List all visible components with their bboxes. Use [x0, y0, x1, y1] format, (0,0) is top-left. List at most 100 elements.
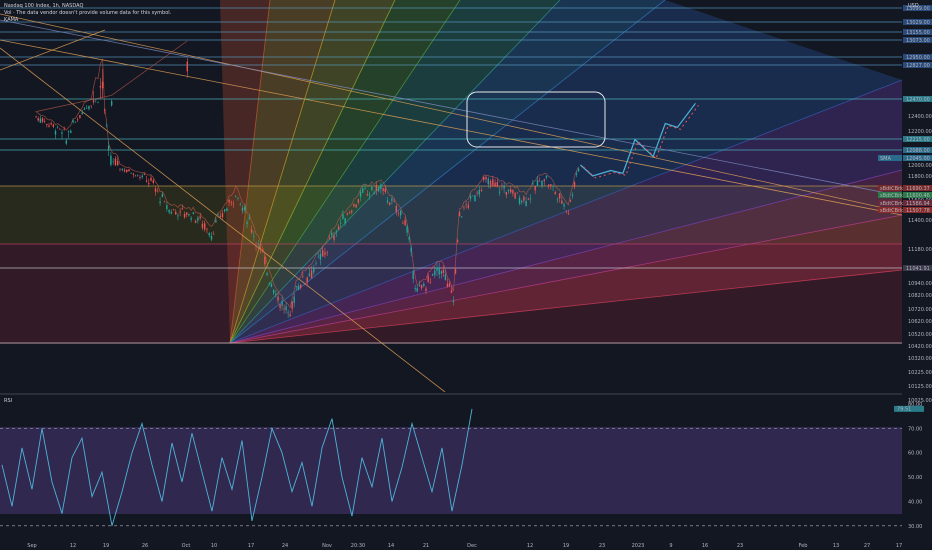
candle-body	[61, 132, 63, 134]
candle-body	[110, 155, 112, 165]
time-tick-label: 23	[599, 543, 605, 549]
candle-body	[134, 175, 137, 177]
candle-body	[317, 256, 319, 258]
price-tag-value: 13099.00	[906, 6, 930, 12]
candle-body	[46, 124, 48, 126]
currency-label: USD	[908, 3, 919, 9]
price-tag-value: 12215.00	[906, 137, 930, 143]
projection-line	[580, 102, 696, 177]
price-tag-bg	[903, 265, 932, 271]
candle-body	[326, 252, 328, 253]
candle-body	[476, 192, 478, 194]
candle-body	[190, 218, 192, 220]
candle-body	[266, 273, 268, 276]
candle-body	[39, 118, 42, 123]
price-tick-label: 11180.00	[908, 247, 932, 253]
time-tick-label: 19	[103, 543, 109, 549]
candle-body	[532, 183, 534, 185]
candle-body	[297, 286, 300, 291]
candle-body	[340, 223, 342, 224]
price-tag-bg	[903, 37, 932, 43]
candle-body	[446, 283, 449, 287]
candle-body	[393, 201, 395, 202]
candle-body	[76, 119, 79, 121]
candle-body	[474, 195, 476, 202]
time-tick-label: Oct	[182, 543, 191, 549]
candle-body	[512, 190, 514, 194]
candle-body	[404, 220, 406, 226]
candle-body	[567, 213, 570, 214]
fan-sector	[230, 215, 902, 343]
candle-body	[425, 288, 427, 291]
candle-body	[521, 200, 523, 203]
rsi-tick-label: 80.00	[908, 402, 922, 408]
candle-body	[440, 271, 443, 274]
candle-body	[416, 288, 418, 292]
candle-body	[99, 86, 102, 88]
candle-body	[224, 209, 226, 212]
price-tick-label: 11400.00	[908, 218, 932, 224]
time-tick-label: 12	[527, 543, 533, 549]
candle-body	[293, 296, 295, 303]
candle-body	[95, 99, 97, 100]
candle-body	[507, 189, 510, 192]
candle-body	[543, 179, 545, 182]
time-tick-label: 14	[388, 543, 394, 549]
candle-body	[514, 193, 516, 199]
candle-body	[128, 169, 130, 171]
candle-body	[103, 109, 106, 111]
time-tick-label: 16	[702, 543, 708, 549]
candle-body	[281, 300, 283, 306]
candle-body	[157, 190, 159, 192]
candle-body	[380, 184, 382, 189]
candle-body	[366, 194, 368, 196]
price-tick-label: 10025.00	[908, 398, 932, 404]
candle-body	[561, 200, 563, 204]
candle-body	[70, 130, 72, 133]
candle-body	[463, 206, 465, 208]
candle-body	[375, 184, 378, 192]
candle-body	[313, 268, 315, 273]
price-tag-value: 13155.00	[906, 30, 930, 36]
price-tag-bg	[903, 54, 932, 60]
price-tick-label: 12400.00	[908, 114, 932, 120]
candle-body	[400, 210, 402, 216]
candle-body	[74, 122, 77, 123]
time-tick-label: 20:30	[351, 543, 365, 549]
candle-body	[492, 179, 494, 186]
candle-body	[244, 206, 246, 211]
candle-body	[306, 277, 308, 283]
kama-path	[35, 40, 579, 309]
time-tick-label: 24	[282, 543, 288, 549]
time-tick-label: 12	[70, 543, 76, 549]
candle-body	[168, 209, 170, 213]
candle-body	[63, 128, 65, 130]
candle-body	[221, 213, 224, 218]
candle-body	[434, 270, 436, 276]
candle-body	[408, 237, 410, 240]
band-mid	[0, 186, 902, 244]
candle-body	[119, 168, 121, 170]
candle-body	[461, 216, 463, 218]
candle-body	[88, 105, 90, 110]
candle-body	[92, 100, 95, 103]
candle-body	[333, 235, 335, 240]
candle-body	[438, 267, 440, 275]
candle-body	[235, 195, 237, 197]
candle-body	[291, 301, 293, 309]
candle-body	[503, 185, 505, 189]
trend-line	[0, 29, 106, 71]
price-tick-label: 10125.00	[908, 384, 932, 390]
candle-body	[569, 200, 572, 202]
candle-body	[79, 115, 81, 119]
candle-body	[67, 131, 70, 132]
candle-body	[315, 263, 317, 264]
time-tick-label: 26	[142, 543, 148, 549]
candle-body	[483, 176, 485, 181]
candle-body	[529, 198, 532, 200]
price-tag-name: sBdtCBrk	[880, 208, 903, 214]
target-box	[466, 91, 606, 148]
axis-bg	[902, 0, 932, 550]
candle-body	[197, 217, 199, 221]
